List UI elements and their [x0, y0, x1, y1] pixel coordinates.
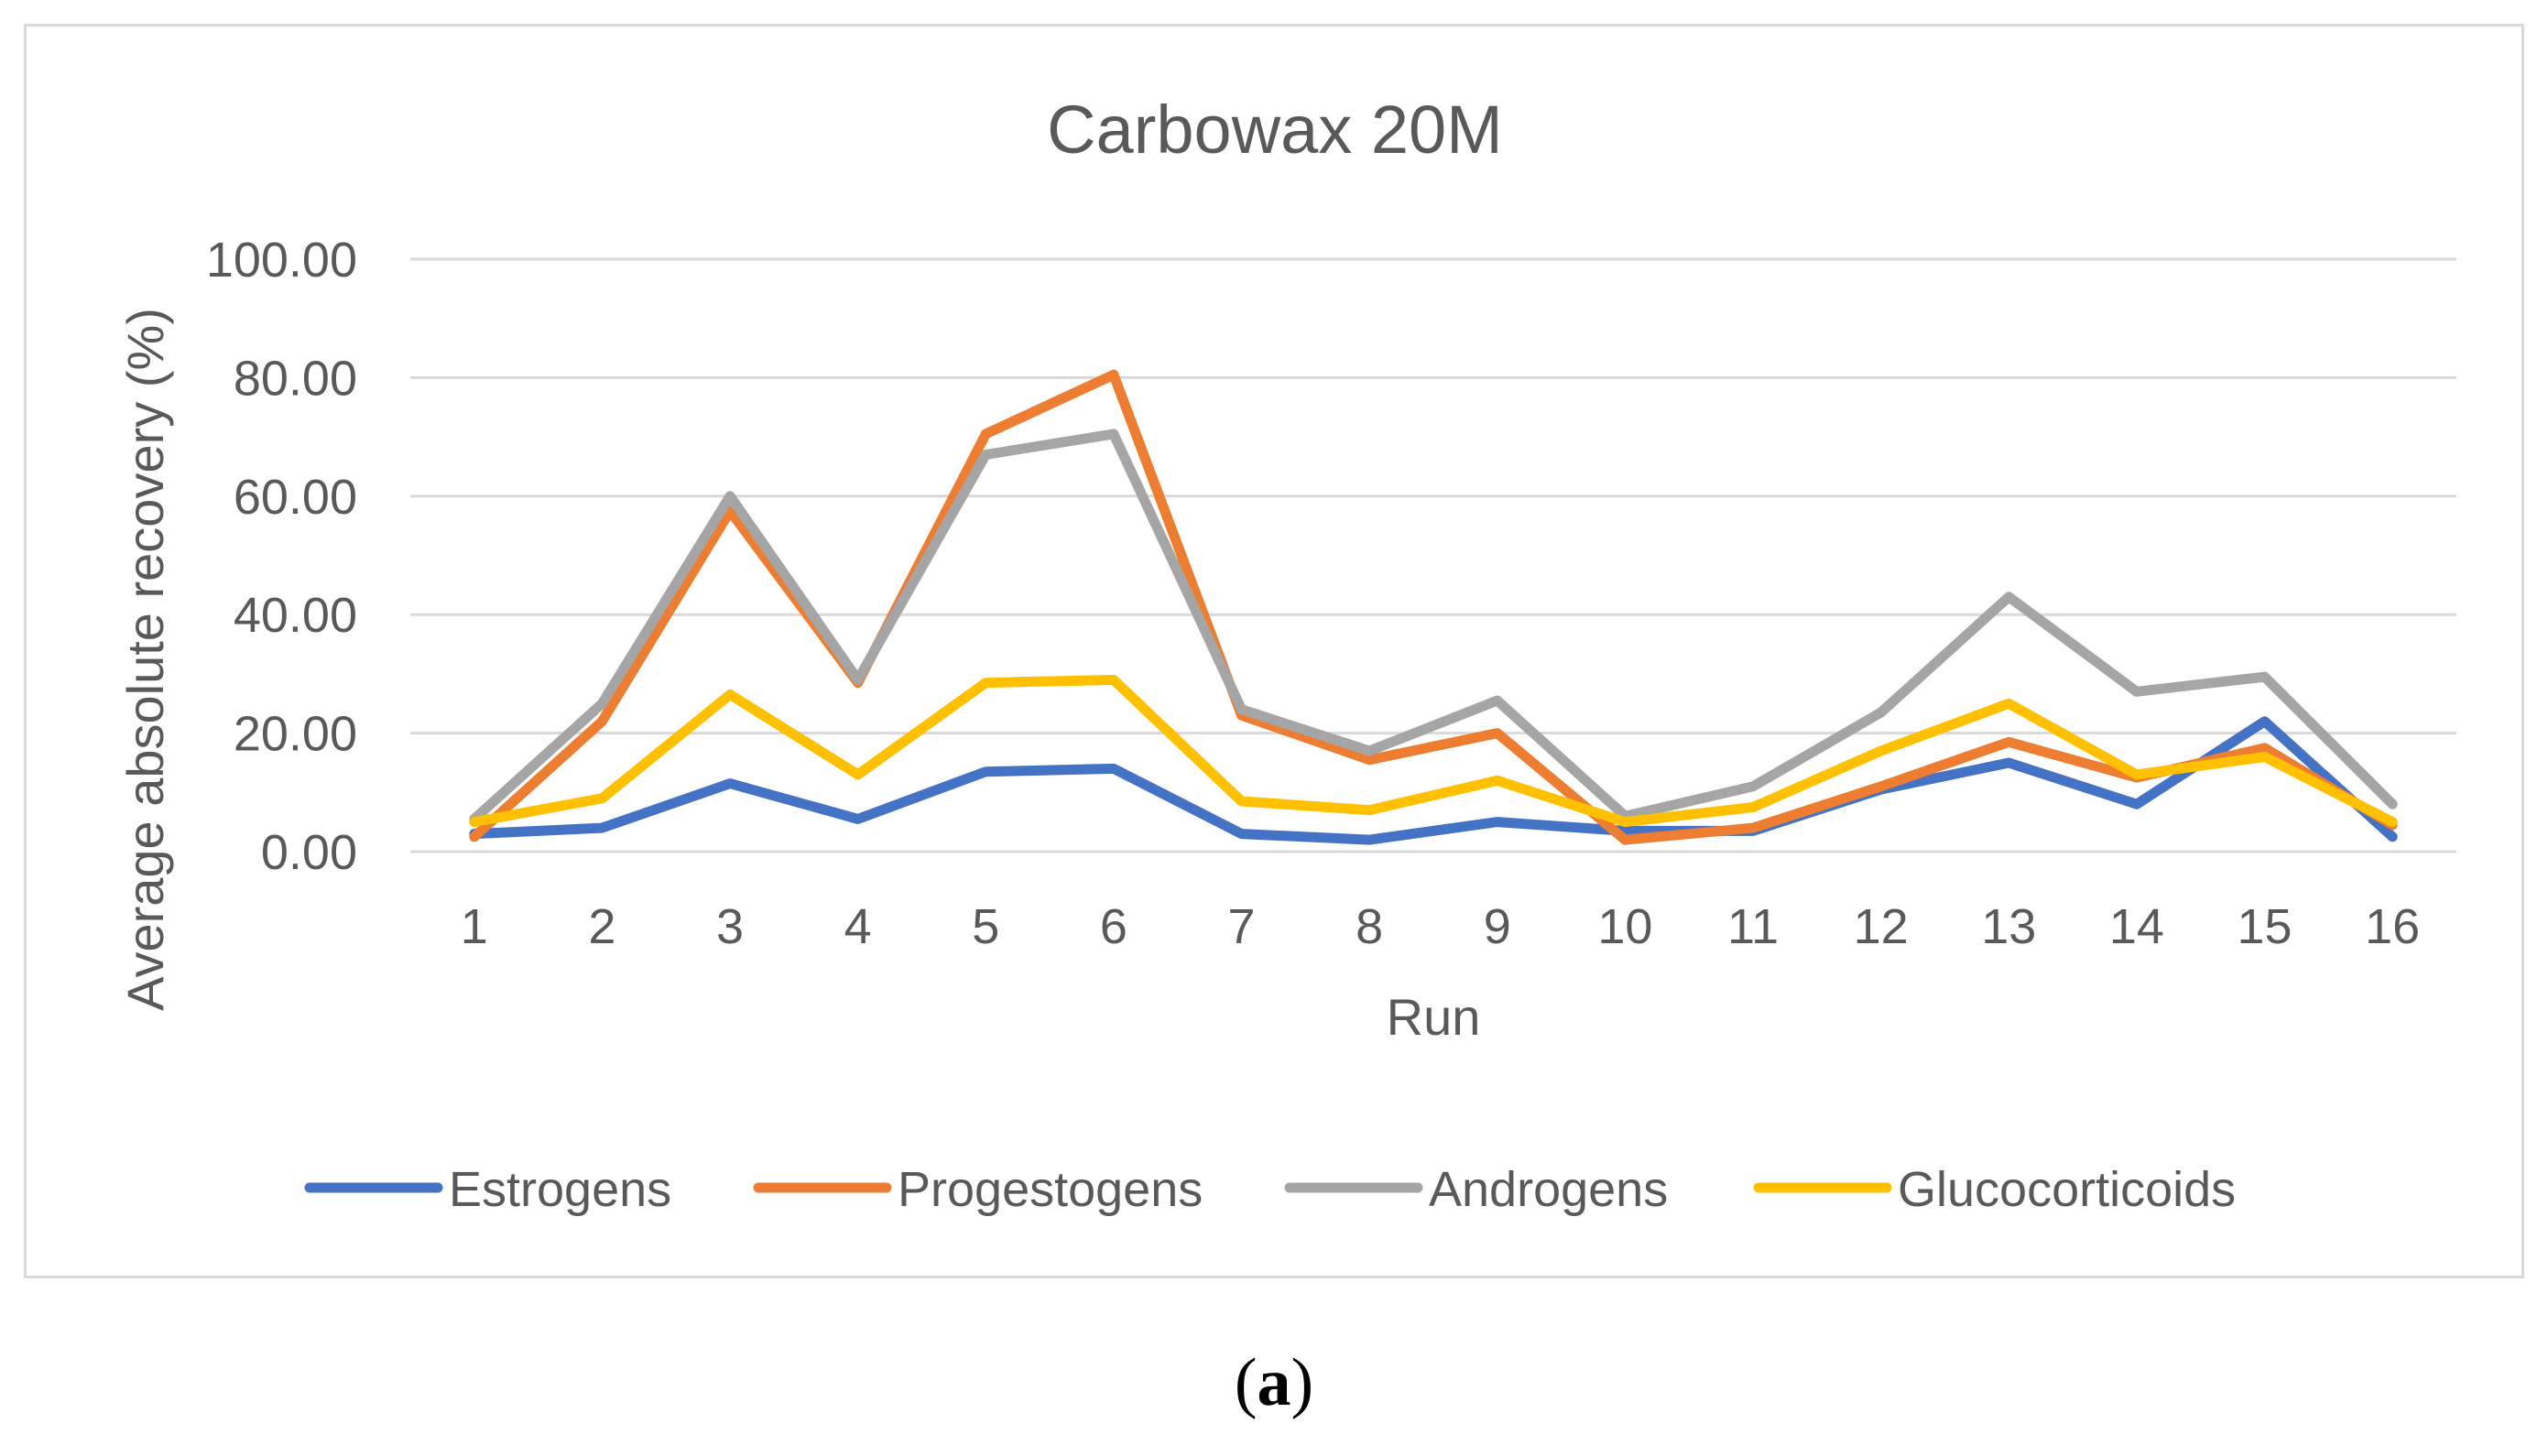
x-tick-label: 4: [844, 899, 872, 954]
x-tick-labels: 1 2 3 4 5 6 7 8 9 10 11 12 13 14 15 16: [461, 899, 2420, 954]
series-lines: [469, 369, 2398, 845]
series-line-glucocorticoids: [469, 674, 2398, 828]
gridlines: [410, 257, 2456, 853]
figure-caption: (a): [0, 1344, 2548, 1422]
y-tick-label: 100.00: [206, 233, 357, 288]
series-line-androgens: [469, 429, 2398, 824]
chart-title: Carbowax 20M: [1047, 92, 1503, 168]
legend-label-androgens: Androgens: [1429, 1162, 1668, 1217]
x-tick-label: 3: [716, 899, 744, 954]
y-tick-label: 0.00: [261, 825, 357, 880]
x-tick-label: 12: [1854, 899, 1909, 954]
y-axis-label: Average absolute recovery (%): [116, 308, 174, 1011]
caption-letter: a: [1257, 1345, 1291, 1420]
x-tick-label: 14: [2109, 899, 2164, 954]
x-tick-label: 13: [1981, 899, 2036, 954]
y-tick-label: 20.00: [234, 707, 357, 762]
x-tick-label: 9: [1484, 899, 1511, 954]
y-tick-label: 60.00: [234, 470, 357, 525]
x-tick-label: 1: [461, 899, 488, 954]
legend: Estrogens Progestogens Androgens Glucocorti…: [304, 1162, 2236, 1217]
x-tick-label: 10: [1597, 899, 1652, 954]
x-tick-label: 7: [1228, 899, 1256, 954]
x-tick-label: 6: [1100, 899, 1127, 954]
y-tick-labels: 0.00 20.00 40.00 60.00 80.00 100.00: [206, 233, 357, 880]
legend-label-progestogens: Progestogens: [898, 1162, 1203, 1217]
series-line-estrogens: [469, 716, 2398, 845]
caption-close: ): [1290, 1345, 1314, 1420]
x-tick-label: 16: [2365, 899, 2420, 954]
x-tick-label: 15: [2238, 899, 2292, 954]
x-tick-label: 2: [588, 899, 615, 954]
x-tick-label: 11: [1727, 899, 1779, 954]
series-line-progestogens: [469, 369, 2398, 845]
chart-frame: [24, 24, 2524, 1278]
y-tick-label: 40.00: [234, 588, 357, 643]
legend-label-estrogens: Estrogens: [449, 1162, 671, 1217]
x-tick-label: 8: [1356, 899, 1383, 954]
y-tick-label: 80.00: [234, 351, 357, 406]
x-axis-label: Run: [1387, 988, 1481, 1046]
legend-label-glucocorticoids: Glucocorticoids: [1898, 1162, 2236, 1217]
caption-open: (: [1234, 1345, 1258, 1420]
x-tick-label: 5: [972, 899, 999, 954]
